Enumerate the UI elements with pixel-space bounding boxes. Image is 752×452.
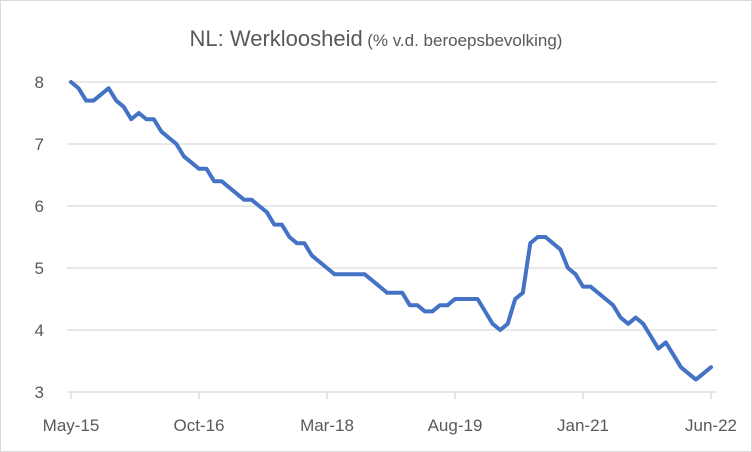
x-axis-ticks: May-15 Oct-16 Mar-18 Aug-19 Jan-21 Jun-22 bbox=[43, 392, 737, 435]
series-group bbox=[69, 80, 713, 382]
series-line-werkloosheid bbox=[69, 80, 713, 382]
chart-subtitle: (% v.d. beroepsbevolking) bbox=[367, 31, 563, 50]
chart-title: NL: Werkloosheid (% v.d. beroepsbevolkin… bbox=[0, 26, 752, 52]
y-tick-label: 3 bbox=[35, 383, 44, 402]
y-tick-label: 7 bbox=[35, 135, 44, 154]
x-tick-label: May-15 bbox=[43, 416, 100, 435]
y-axis-ticks: 3 4 5 6 7 8 bbox=[35, 73, 44, 402]
y-tick-label: 5 bbox=[35, 259, 44, 278]
x-tick-label: Jun-22 bbox=[685, 416, 737, 435]
chart-title-main: NL: Werkloosheid bbox=[189, 26, 363, 51]
x-tick-label: Jan-21 bbox=[557, 416, 609, 435]
x-tick-label: Oct-16 bbox=[173, 416, 224, 435]
y-tick-label: 4 bbox=[35, 321, 44, 340]
gridlines bbox=[67, 81, 717, 393]
y-tick-label: 8 bbox=[35, 73, 44, 92]
x-tick-label: Aug-19 bbox=[428, 416, 483, 435]
x-tick-label: Mar-18 bbox=[300, 416, 354, 435]
y-tick-label: 6 bbox=[35, 197, 44, 216]
